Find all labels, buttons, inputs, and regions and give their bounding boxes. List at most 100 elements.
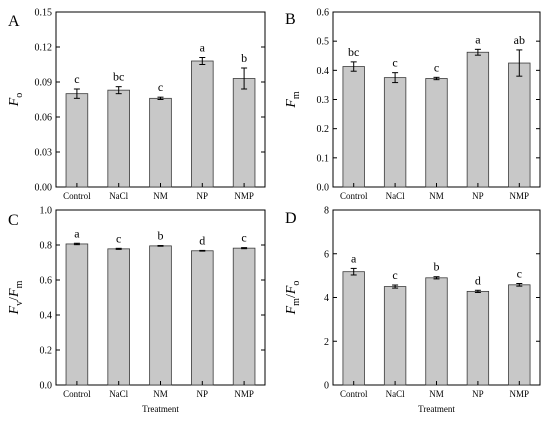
- y-tick-label: 0.3: [317, 95, 330, 106]
- bar: [508, 62, 531, 188]
- bar: [383, 286, 407, 386]
- y-axis-title: Fo: [7, 93, 25, 108]
- panel-b: B 0.0 0.1 0.2 0.3 0.4 0.5 0.6 bc Control c NaCl c NM a…: [284, 8, 541, 201]
- x-axis-title: Treatment: [142, 404, 179, 414]
- x-tick-label: NMP: [234, 389, 254, 399]
- panel-d: D 0 2 4 6 8 a Control c NaCl b NM d NP c NMP Treatment Fm…: [284, 206, 541, 414]
- significance-letter: a: [475, 32, 481, 46]
- y-tick-label: 0.2: [317, 124, 330, 135]
- x-tick-label: Control: [63, 191, 91, 201]
- y-tick-label: 0.1: [317, 153, 330, 164]
- y-tick-label: 0.5: [317, 37, 330, 48]
- bar: [232, 78, 256, 188]
- y-tick-label: 0: [324, 381, 329, 392]
- x-tick-label: NaCl: [109, 389, 128, 399]
- bar: [425, 78, 448, 188]
- x-axis-title: Treatment: [418, 404, 455, 414]
- x-tick-label: NP: [472, 389, 484, 399]
- significance-letter: d: [475, 273, 481, 287]
- y-tick-label: 1.0: [40, 206, 53, 217]
- bar: [191, 60, 214, 188]
- significance-letter: a: [74, 226, 80, 240]
- significance-letter: c: [392, 56, 397, 70]
- significance-letter: c: [517, 267, 522, 281]
- significance-letter: d: [199, 233, 205, 247]
- significance-letter: c: [392, 268, 397, 282]
- significance-letter: b: [241, 51, 247, 65]
- bar: [107, 89, 130, 188]
- y-tick-label: 0.15: [35, 8, 53, 19]
- panel-letter: B: [285, 11, 296, 28]
- bar: [342, 271, 365, 386]
- panel-a: A 0.00 0.03 0.06 0.09 0.12 0.15 c Control bc NaCl c…: [7, 8, 266, 201]
- bar: [65, 93, 89, 188]
- x-tick-label: NP: [197, 389, 209, 399]
- y-tick-label: 0.4: [317, 66, 330, 77]
- bar: [466, 51, 490, 188]
- significance-letter: c: [74, 72, 79, 86]
- y-axis-title: Fm: [284, 91, 302, 109]
- y-tick-label: 0.8: [40, 241, 53, 252]
- y-tick-label: 0.6: [40, 276, 53, 287]
- y-axis-title: Fm/Fo: [284, 281, 302, 316]
- y-tick-label: 0.00: [35, 183, 53, 194]
- bar: [342, 66, 365, 188]
- y-tick-label: 0.12: [35, 43, 53, 54]
- x-tick-label: NM: [153, 389, 168, 399]
- x-tick-label: NM: [429, 191, 444, 201]
- bar: [191, 250, 214, 386]
- y-tick-label: 6: [324, 249, 329, 260]
- bar: [65, 243, 89, 386]
- x-tick-label: Control: [63, 389, 91, 399]
- y-tick-label: 0.6: [317, 8, 330, 19]
- significance-letter: b: [158, 229, 164, 243]
- x-tick-label: NMP: [510, 389, 530, 399]
- x-tick-label: NMP: [234, 191, 254, 201]
- x-tick-label: NaCl: [386, 191, 405, 201]
- y-tick-label: 0.03: [35, 148, 53, 159]
- bar: [232, 247, 256, 386]
- x-tick-label: NP: [472, 191, 484, 201]
- x-tick-label: NP: [197, 191, 209, 201]
- panel-letter: D: [285, 210, 297, 227]
- significance-letter: c: [116, 231, 121, 245]
- bar: [149, 245, 172, 386]
- significance-letter: c: [241, 231, 246, 245]
- significance-letter: a: [200, 41, 206, 55]
- significance-letter: c: [434, 60, 439, 74]
- significance-letter: bc: [113, 70, 124, 84]
- x-tick-label: Control: [340, 389, 368, 399]
- x-tick-label: NaCl: [109, 191, 128, 201]
- x-tick-label: Control: [340, 191, 368, 201]
- bar: [383, 77, 407, 188]
- bar: [508, 284, 531, 386]
- significance-letter: ab: [514, 33, 525, 47]
- y-tick-label: 0.2: [40, 346, 53, 357]
- y-tick-label: 0.4: [40, 311, 53, 322]
- significance-letter: b: [434, 260, 440, 274]
- y-tick-label: 0.0: [40, 381, 53, 392]
- panel-c: C 0.0 0.2 0.4 0.6 0.8 1.0 a Control c NaCl b NM d NP c N…: [7, 206, 266, 414]
- panel-letter: C: [8, 212, 19, 229]
- panel-letter: A: [8, 13, 20, 30]
- x-tick-label: NM: [153, 191, 168, 201]
- y-tick-label: 0.0: [317, 183, 330, 194]
- y-tick-label: 4: [324, 293, 329, 304]
- y-tick-label: 0.09: [35, 78, 53, 89]
- significance-letter: c: [158, 80, 163, 94]
- bar: [425, 277, 448, 386]
- y-tick-label: 8: [324, 206, 329, 217]
- y-axis-title: Fv/Fm: [7, 280, 25, 315]
- y-tick-label: 0.06: [35, 113, 53, 124]
- significance-letter: a: [351, 251, 357, 265]
- x-tick-label: NM: [429, 389, 444, 399]
- significance-letter: bc: [348, 45, 359, 59]
- bar: [149, 97, 172, 188]
- x-tick-label: NMP: [510, 191, 530, 201]
- bar: [466, 290, 490, 386]
- bar: [107, 248, 130, 386]
- y-tick-label: 2: [324, 337, 329, 348]
- x-tick-label: NaCl: [386, 389, 405, 399]
